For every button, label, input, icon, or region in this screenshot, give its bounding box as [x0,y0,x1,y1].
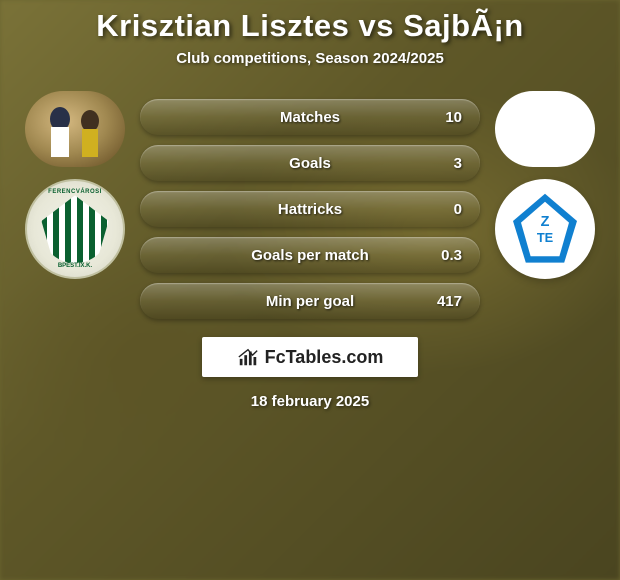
left-player-column: BPEST.IX.K. [20,91,130,279]
stat-right-value: 0.3 [434,247,462,264]
comparison-row: BPEST.IX.K. Matches 10 Goals 3 Hattricks… [0,91,620,319]
stat-row-hattricks: Hattricks 0 [140,191,480,227]
stat-label: Hattricks [278,201,342,218]
stat-right-value: 417 [434,293,462,310]
stat-right-value: 0 [434,201,462,218]
stat-row-goals-per-match: Goals per match 0.3 [140,237,480,273]
stat-label: Matches [280,109,340,126]
date-label: 18 february 2025 [251,393,369,410]
stat-row-goals: Goals 3 [140,145,480,181]
stats-bars: Matches 10 Goals 3 Hattricks 0 Goals per… [140,99,480,319]
stat-row-matches: Matches 10 [140,99,480,135]
stat-right-value: 3 [434,155,462,172]
chart-icon [237,346,259,368]
right-player-photo [495,91,595,167]
stat-label: Goals [289,155,331,172]
left-club-logo: BPEST.IX.K. [25,179,125,279]
left-player-photo [25,91,125,167]
stat-label: Min per goal [266,293,354,310]
svg-text:TE: TE [537,230,554,245]
stat-label: Goals per match [251,247,369,264]
player-silhouette-icon [25,91,125,167]
stat-row-min-per-goal: Min per goal 417 [140,283,480,319]
subtitle: Club competitions, Season 2024/2025 [176,50,444,67]
right-club-logo: Z TE [495,179,595,279]
right-player-column: Z TE [490,91,600,279]
page-title: Krisztian Lisztes vs SajbÃ¡n [96,8,523,44]
zte-logo-icon: Z TE [505,189,585,269]
svg-text:Z: Z [541,214,550,230]
attribution-badge: FcTables.com [202,337,418,377]
stat-right-value: 10 [434,109,462,126]
content-root: Krisztian Lisztes vs SajbÃ¡n Club compet… [0,0,620,580]
attribution-text: FcTables.com [265,347,384,368]
